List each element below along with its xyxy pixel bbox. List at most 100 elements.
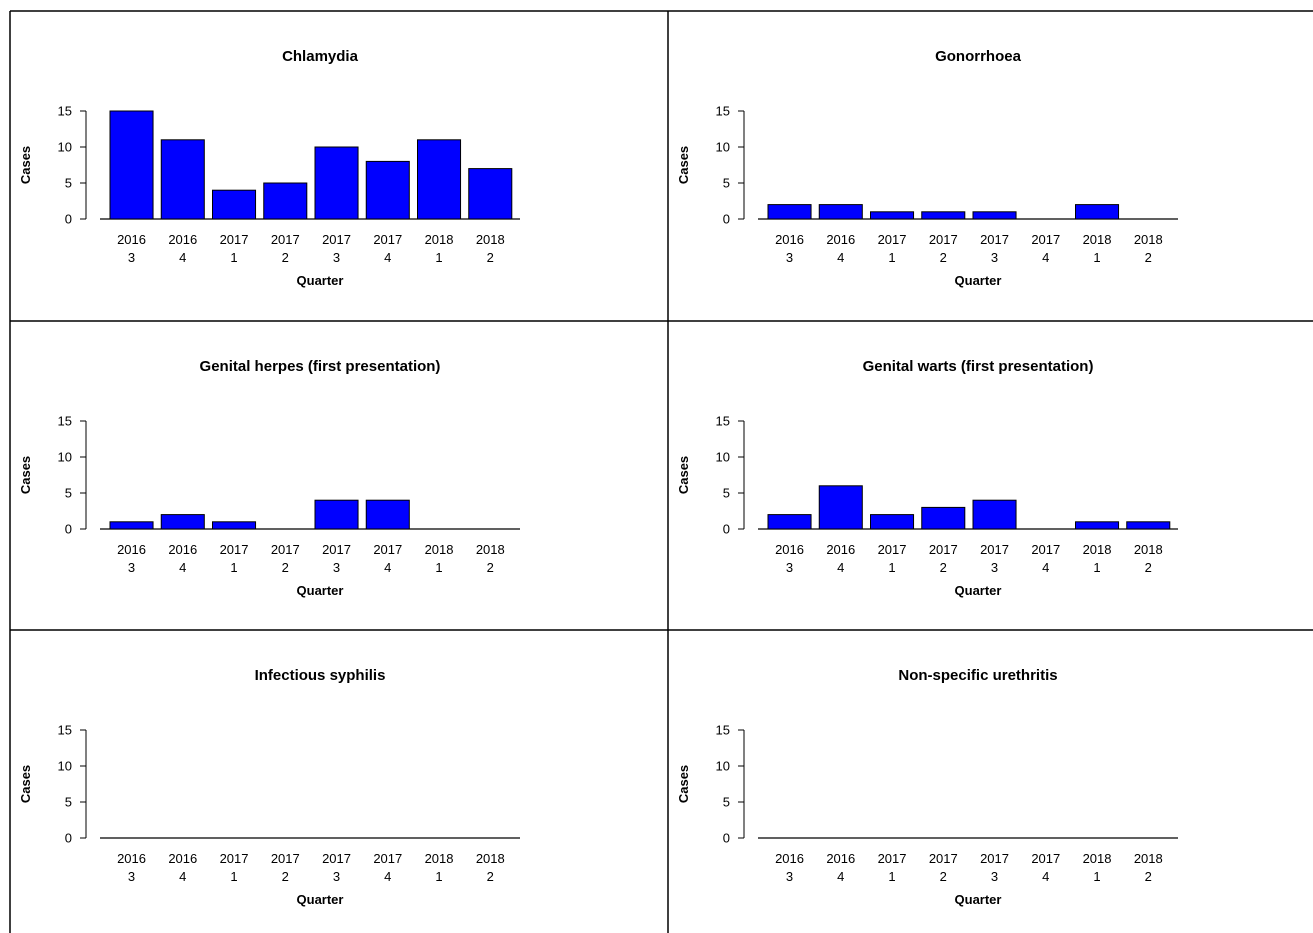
x-tick-label-quarter: 3 — [333, 560, 340, 575]
x-tick-label-year: 2017 — [322, 542, 351, 557]
x-tick-label-quarter: 3 — [786, 560, 793, 575]
x-tick-label-year: 2017 — [980, 851, 1009, 866]
x-tick-label-quarter: 4 — [1042, 560, 1049, 575]
y-tick-label: 0 — [723, 212, 730, 227]
x-tick-label-quarter: 2 — [282, 250, 289, 265]
y-tick-label: 15 — [58, 723, 72, 738]
bar — [365, 160, 410, 220]
x-tick-label-quarter: 2 — [487, 560, 494, 575]
x-tick-label-quarter: 2 — [487, 250, 494, 265]
x-tick-label-year: 2018 — [1083, 851, 1112, 866]
y-tick-label: 15 — [716, 414, 730, 429]
bar — [109, 110, 154, 220]
x-tick-label-quarter: 4 — [179, 250, 186, 265]
x-tick-label-quarter: 3 — [128, 250, 135, 265]
x-tick-label-quarter: 4 — [837, 869, 844, 884]
x-tick-label-quarter: 1 — [1093, 869, 1100, 884]
bar — [870, 211, 915, 220]
bar — [767, 204, 812, 220]
y-tick-label: 5 — [723, 486, 730, 501]
x-tick-label-year: 2017 — [980, 542, 1009, 557]
x-tick-label-year: 2017 — [373, 232, 402, 247]
x-tick-label-year: 2017 — [373, 851, 402, 866]
x-tick-label-year: 2018 — [1083, 232, 1112, 247]
x-tick-label-quarter: 1 — [435, 560, 442, 575]
x-tick-label-year: 2016 — [117, 232, 146, 247]
y-tick-label: 5 — [723, 795, 730, 810]
bar — [921, 506, 966, 530]
x-tick-label-year: 2016 — [775, 542, 804, 557]
x-tick-label-year: 2016 — [826, 851, 855, 866]
x-tick-label-year: 2017 — [220, 542, 249, 557]
bar — [767, 514, 812, 530]
chart-title: Chlamydia — [282, 48, 359, 65]
y-tick-label: 5 — [723, 176, 730, 191]
x-tick-label-year: 2017 — [878, 542, 907, 557]
x-tick-label-year: 2017 — [271, 851, 300, 866]
x-tick-label-quarter: 1 — [230, 869, 237, 884]
x-tick-label-year: 2018 — [425, 851, 454, 866]
bar — [417, 139, 462, 220]
x-axis-label: Quarter — [297, 583, 344, 598]
bar — [1126, 521, 1171, 530]
y-tick-label: 10 — [716, 759, 730, 774]
x-tick-label-quarter: 1 — [435, 250, 442, 265]
bar — [212, 189, 257, 220]
y-tick-label: 10 — [58, 450, 72, 465]
bar — [160, 139, 205, 220]
y-tick-label: 10 — [58, 140, 72, 155]
y-tick-label: 10 — [716, 450, 730, 465]
x-tick-label-quarter: 3 — [991, 250, 998, 265]
bar — [818, 485, 863, 530]
y-tick-label: 5 — [65, 486, 72, 501]
x-tick-label-quarter: 1 — [230, 250, 237, 265]
bar — [468, 168, 513, 220]
x-tick-label-quarter: 2 — [487, 869, 494, 884]
x-tick-label-quarter: 3 — [333, 250, 340, 265]
x-tick-label-year: 2017 — [220, 851, 249, 866]
x-tick-label-year: 2017 — [878, 851, 907, 866]
y-axis-label: Cases — [676, 146, 691, 184]
x-tick-label-quarter: 2 — [1145, 250, 1152, 265]
x-axis-label: Quarter — [297, 892, 344, 907]
x-tick-label-year: 2018 — [425, 232, 454, 247]
bar — [263, 182, 308, 220]
x-tick-label-quarter: 2 — [1145, 560, 1152, 575]
x-axis-label: Quarter — [955, 892, 1002, 907]
x-tick-label-year: 2017 — [1031, 542, 1060, 557]
y-tick-label: 10 — [716, 140, 730, 155]
chart-title: Genital warts (first presentation) — [863, 358, 1094, 375]
chart-title: Gonorrhoea — [935, 48, 1021, 65]
x-tick-label-year: 2018 — [476, 851, 505, 866]
bar — [212, 521, 257, 530]
bar — [921, 211, 966, 220]
x-tick-label-year: 2017 — [878, 232, 907, 247]
x-tick-label-year: 2016 — [826, 542, 855, 557]
y-tick-label: 0 — [65, 831, 72, 846]
x-tick-label-quarter: 1 — [1093, 560, 1100, 575]
x-tick-label-quarter: 4 — [837, 560, 844, 575]
x-tick-label-quarter: 4 — [1042, 250, 1049, 265]
x-tick-label-quarter: 1 — [888, 560, 895, 575]
x-tick-label-year: 2018 — [476, 232, 505, 247]
x-tick-label-quarter: 1 — [1093, 250, 1100, 265]
y-axis-label: Cases — [18, 765, 33, 803]
x-tick-label-year: 2018 — [1134, 232, 1163, 247]
x-tick-label-year: 2017 — [322, 851, 351, 866]
x-tick-label-year: 2016 — [168, 232, 197, 247]
y-tick-label: 15 — [58, 414, 72, 429]
x-tick-label-quarter: 3 — [786, 869, 793, 884]
chart-panel-2: Gonorrhoea 0 5 10 15 Cases 2016 3 2016 4 2017 1 2017… — [676, 48, 1178, 288]
x-tick-label-year: 2016 — [775, 851, 804, 866]
bar — [870, 514, 915, 530]
x-axis-label: Quarter — [955, 273, 1002, 288]
x-tick-label-quarter: 3 — [128, 869, 135, 884]
x-tick-label-quarter: 1 — [435, 869, 442, 884]
x-tick-label-year: 2018 — [1083, 542, 1112, 557]
x-tick-label-quarter: 2 — [282, 560, 289, 575]
chart-panel-4: Genital warts (first presentation) 0 5 10 15… — [676, 358, 1178, 598]
y-tick-label: 15 — [716, 723, 730, 738]
x-axis-label: Quarter — [297, 273, 344, 288]
y-axis-label: Cases — [676, 456, 691, 494]
